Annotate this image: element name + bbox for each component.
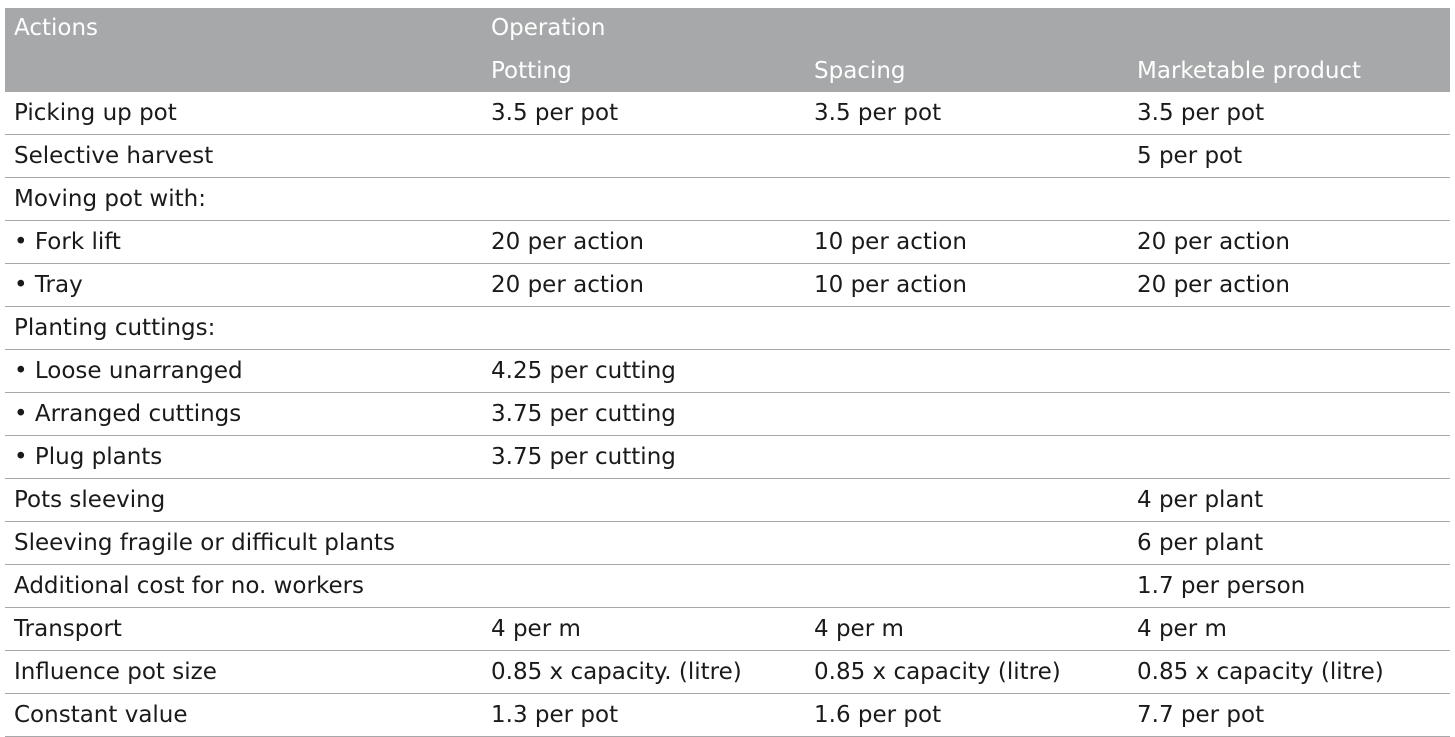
table-row: Pots sleeving 4 per plant [5,479,1450,522]
cell-action: Sleeving fragile or difficult plants [14,530,395,556]
table-row: • Loose unarranged 4.25 per cutting [5,350,1450,393]
header-marketable-product: Marketable product [1137,58,1362,84]
cell-marketable-product: 4 per plant [1137,487,1264,513]
header-spacing: Spacing [814,58,906,84]
cell-spacing: 0.85 x capacity (litre) [814,659,1061,685]
cell-action: Moving pot with: [14,186,206,212]
cell-potting: 20 per action [491,229,644,255]
header-actions: Actions [14,15,99,41]
header-operation: Operation [491,15,606,41]
operations-table: Actions Operation Potting Spacing Market… [5,8,1450,737]
table-header: Actions Operation Potting Spacing Market… [5,8,1450,92]
cell-action: • Tray [14,272,83,298]
cell-potting: 4.25 per cutting [491,358,676,384]
table-row: Additional cost for no. workers 1.7 per p… [5,565,1450,608]
cell-marketable-product: 20 per action [1137,272,1290,298]
cell-potting: 0.85 x capacity. (litre) [491,659,742,685]
table-row: Sleeving fragile or difficult plants 6 pe… [5,522,1450,565]
cell-marketable-product: 6 per plant [1137,530,1264,556]
table-row: Planting cuttings: [5,307,1450,350]
table-body: Picking up pot 3.5 per pot 3.5 per pot 3.5 … [5,92,1450,737]
cell-marketable-product: 5 per pot [1137,143,1243,169]
cell-marketable-product: 0.85 x capacity (litre) [1137,659,1384,685]
cell-potting: 20 per action [491,272,644,298]
cell-action: • Arranged cuttings [14,401,242,427]
cell-marketable-product: 4 per m [1137,616,1227,642]
cell-spacing: 3.5 per pot [814,100,942,126]
cell-action: Constant value [14,702,188,728]
table-row: Picking up pot 3.5 per pot 3.5 per pot 3.5 … [5,92,1450,135]
cell-potting: 3.75 per cutting [491,444,676,470]
cell-potting: 4 per m [491,616,581,642]
cell-marketable-product: 3.5 per pot [1137,100,1265,126]
table-row: • Tray 20 per action 10 per action 20 per a… [5,264,1450,307]
table-row: • Arranged cuttings 3.75 per cutting [5,393,1450,436]
cell-spacing: 1.6 per pot [814,702,942,728]
cell-marketable-product: 7.7 per pot [1137,702,1265,728]
cell-action: Pots sleeving [14,487,166,513]
cell-action: Influence pot size [14,659,217,685]
cell-action: Selective harvest [14,143,214,169]
cell-potting: 3.5 per pot [491,100,619,126]
header-potting: Potting [491,58,572,84]
cell-action: • Plug plants [14,444,163,470]
table-row: Transport 4 per m 4 per m 4 per m [5,608,1450,651]
table-row: Selective harvest 5 per pot [5,135,1450,178]
cell-potting: 3.75 per cutting [491,401,676,427]
cell-action: Picking up pot [14,100,177,126]
cell-action: • Fork lift [14,229,121,255]
cell-potting: 1.3 per pot [491,702,619,728]
table-row: • Fork lift 20 per action 10 per action 20 … [5,221,1450,264]
cell-action: • Loose unarranged [14,358,243,384]
cell-spacing: 10 per action [814,229,967,255]
table-row: Constant value 1.3 per pot 1.6 per pot 7.7 … [5,694,1450,737]
table-row: Moving pot with: [5,178,1450,221]
cell-action: Planting cuttings: [14,315,216,341]
table-row: • Plug plants 3.75 per cutting [5,436,1450,479]
cell-action: Additional cost for no. workers [14,573,365,599]
cell-action: Transport [14,616,122,642]
cell-spacing: 4 per m [814,616,904,642]
cell-marketable-product: 1.7 per person [1137,573,1306,599]
table-row: Influence pot size 0.85 x capacity. (litr… [5,651,1450,694]
cell-spacing: 10 per action [814,272,967,298]
cell-marketable-product: 20 per action [1137,229,1290,255]
